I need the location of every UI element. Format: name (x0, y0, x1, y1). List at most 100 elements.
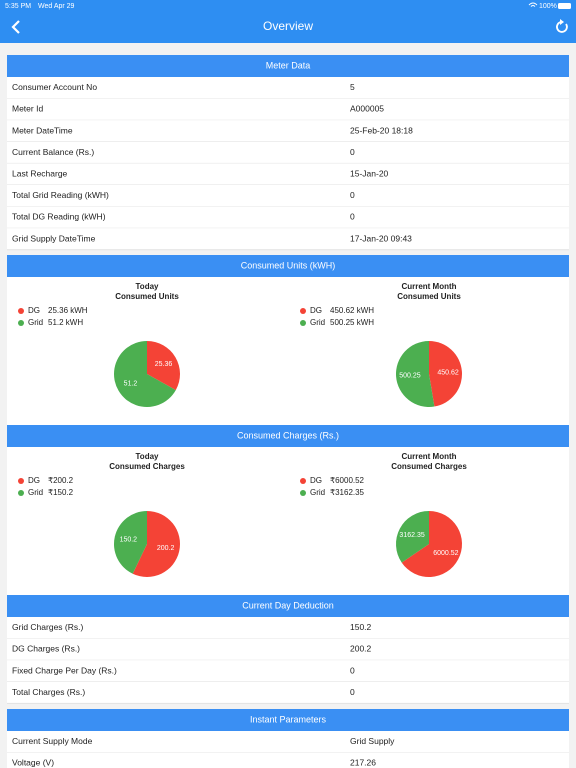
legend-label: DG (310, 306, 322, 315)
row-label: Fixed Charge Per Day (Rs.) (12, 665, 117, 675)
chart-title: Today (136, 452, 160, 461)
section-title: Current Day Deduction (242, 600, 334, 610)
legend-value: 51.2 kWH (48, 318, 83, 327)
section-title: Meter Data (266, 60, 311, 70)
row-value: 0 (350, 212, 355, 222)
row-value: 25-Feb-20 18:18 (350, 125, 413, 135)
legend-swatch (18, 308, 24, 314)
row-value: 17-Jan-20 09:43 (350, 233, 412, 243)
chart-subtitle: Consumed Units (397, 292, 461, 301)
slice-label: 150.2 (120, 537, 138, 544)
row-value: A000005 (350, 104, 384, 114)
table-row (7, 617, 569, 639)
row-value: 0 (350, 687, 355, 697)
pie-slice (395, 341, 435, 408)
page-title: Overview (263, 19, 313, 33)
legend-value: 450.62 kWH (330, 306, 374, 315)
legend-label: Grid (28, 318, 43, 327)
slice-label: 25.36 (155, 361, 173, 368)
chart-title: Current Month (401, 282, 456, 291)
table-row (7, 206, 569, 229)
slice-label: 200.2 (157, 545, 175, 552)
table-row (7, 752, 569, 768)
section-title: Consumed Units (kWH) (241, 260, 336, 270)
chart-subtitle: Consumed Charges (109, 462, 185, 471)
pie-slice (132, 511, 181, 577)
status-time: 5:35 PM (5, 3, 31, 10)
table-row (7, 731, 569, 753)
table-row (7, 163, 569, 185)
legend-swatch (300, 478, 306, 484)
row-label: Voltage (V) (12, 758, 54, 768)
chart-title: Current Month (401, 452, 456, 461)
legend-label: DG (28, 476, 40, 485)
row-value: Grid Supply (350, 736, 395, 746)
refresh-icon (556, 21, 568, 33)
section-header (7, 595, 569, 617)
row-label: Total DG Reading (kWH) (12, 212, 106, 222)
row-label: Grid Charges (Rs.) (12, 622, 83, 632)
row-label: Grid Supply DateTime (12, 233, 96, 243)
chart-panel (7, 277, 569, 425)
pie-slice (429, 341, 462, 407)
battery-icon (558, 3, 571, 9)
chart-subtitle: Consumed Units (115, 292, 179, 301)
legend-swatch (18, 320, 24, 326)
slice-label: 500.25 (399, 372, 421, 379)
pie-slice (147, 341, 180, 391)
row-label: Total Grid Reading (kWH) (12, 190, 109, 200)
refresh-arrow (560, 19, 564, 25)
legend-swatch (300, 320, 306, 326)
legend-value: 500.25 kWH (330, 318, 374, 327)
pie-slice (114, 511, 147, 574)
back-button[interactable] (11, 20, 20, 34)
section-header (7, 425, 569, 447)
row-label: Total Charges (Rs.) (12, 687, 85, 697)
app-bar (0, 0, 576, 43)
chart-subtitle: Consumed Charges (391, 462, 467, 471)
table-row (7, 77, 569, 99)
row-value: 0 (350, 190, 355, 200)
legend-value: ₹200.2 (48, 476, 74, 485)
table-row (7, 660, 569, 682)
legend-swatch (300, 308, 306, 314)
table-row (7, 638, 569, 661)
table-row (7, 98, 569, 121)
legend-value: ₹6000.52 (330, 476, 365, 485)
row-value: 5 (350, 82, 355, 92)
row-label: Meter Id (12, 104, 43, 114)
slice-label: 3162.35 (399, 532, 424, 539)
section-header (7, 255, 569, 277)
legend-label: Grid (310, 488, 325, 497)
row-value: 0 (350, 147, 355, 157)
pie-slice (396, 511, 429, 563)
row-value: 0 (350, 665, 355, 675)
refresh-button[interactable] (556, 19, 568, 33)
pie-slice (401, 511, 462, 577)
legend-value: ₹3162.35 (330, 488, 365, 497)
section-header (7, 55, 569, 77)
pie-slice (113, 341, 176, 408)
table-row (7, 228, 569, 250)
table-row (7, 141, 569, 164)
status-battery: 100% (539, 3, 557, 10)
row-value: 15-Jan-20 (350, 168, 389, 178)
row-label: DG Charges (Rs.) (12, 644, 80, 654)
legend-swatch (18, 490, 24, 496)
slice-label: 6000.52 (433, 550, 458, 557)
legend-label: DG (310, 476, 322, 485)
section-title: Consumed Charges (Rs.) (237, 430, 339, 440)
status-date: Wed Apr 29 (38, 3, 75, 10)
row-label: Current Balance (Rs.) (12, 147, 94, 157)
table-row (7, 120, 569, 142)
legend-label: DG (28, 306, 40, 315)
row-value: 217.26 (350, 758, 376, 768)
section-title: Instant Parameters (250, 714, 327, 724)
slice-label: 51.2 (124, 381, 138, 388)
wifi-icon (528, 2, 538, 7)
section-header (7, 709, 569, 731)
legend-label: Grid (310, 318, 325, 327)
table-row (7, 681, 569, 704)
row-label: Last Recharge (12, 168, 68, 178)
